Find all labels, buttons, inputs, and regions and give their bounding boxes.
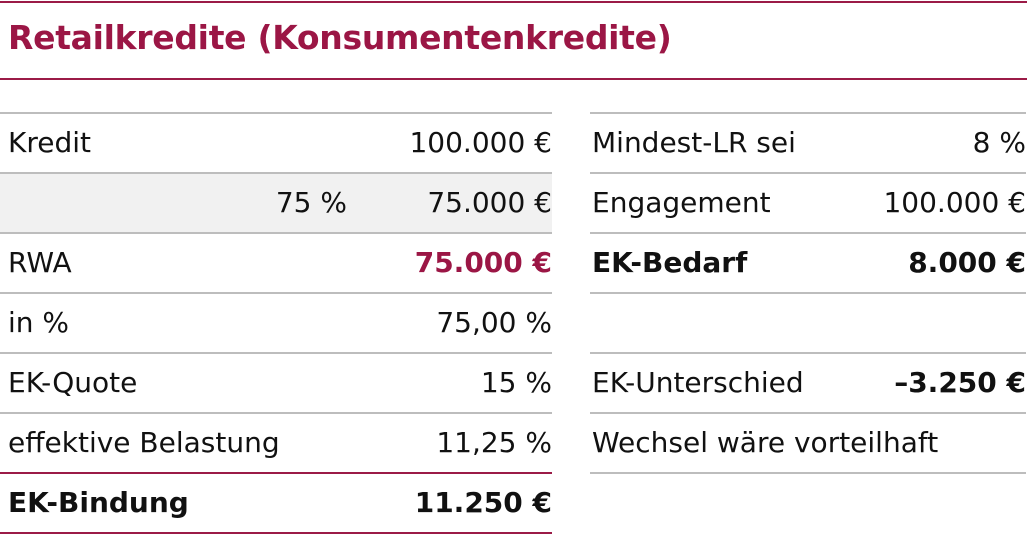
row-label: EK-Bindung [8, 486, 189, 519]
row-label: Wechsel wäre vorteilhaft [592, 426, 939, 459]
row-value: 75.000 € [427, 186, 552, 219]
left-table: Kredit 100.000 € 75 % 75.000 € RWA 75.00… [0, 112, 552, 534]
table-row-empty [590, 292, 1026, 352]
row-label: Mindest-LR sei [592, 126, 796, 159]
row-value: 100.000 € [883, 186, 1026, 219]
table-row-ek-unterschied: EK-Unterschied –3.250 € [590, 352, 1026, 412]
row-label: Engagement [592, 186, 771, 219]
row-value: 8.000 € [908, 246, 1026, 279]
row-value: 11,25 % [436, 426, 552, 459]
right-table: Mindest-LR sei 8 % Engagement 100.000 € … [590, 112, 1026, 474]
row-value: 75,00 % [436, 306, 552, 339]
table-row-effektive-belastung: effektive Belastung 11,25 % [0, 412, 552, 472]
row-percent: 75 % [275, 186, 347, 219]
row-label: in % [8, 306, 70, 339]
row-value: 75.000 € [414, 246, 552, 279]
title-rule [0, 78, 1027, 80]
table-row-rwa: RWA 75.000 € [0, 232, 552, 292]
table-row-wechsel: Wechsel wäre vorteilhaft [590, 412, 1026, 474]
row-label: EK-Unterschied [592, 366, 804, 399]
row-label: EK-Bedarf [592, 246, 748, 279]
row-label: Kredit [8, 126, 92, 159]
top-rule [0, 1, 1027, 3]
row-label: effektive Belastung [8, 426, 280, 459]
row-label: EK-Quote [8, 366, 138, 399]
table-row-engagement: Engagement 100.000 € [590, 172, 1026, 232]
table-row-ek-bindung: EK-Bindung 11.250 € [0, 472, 552, 534]
row-value: 8 % [972, 126, 1026, 159]
row-value: 11.250 € [414, 486, 552, 519]
table-row-weighting: 75 % 75.000 € [0, 172, 552, 232]
table-row-ek-bedarf: EK-Bedarf 8.000 € [590, 232, 1026, 292]
page-title: Retailkredite (Konsumentenkredite) [8, 18, 672, 57]
row-label: RWA [8, 246, 72, 279]
row-value: 15 % [480, 366, 552, 399]
row-value: 100.000 € [409, 126, 552, 159]
table-row-ek-quote: EK-Quote 15 % [0, 352, 552, 412]
table-row-kredit: Kredit 100.000 € [0, 112, 552, 172]
table-row-in-percent: in % 75,00 % [0, 292, 552, 352]
row-value: –3.250 € [894, 366, 1026, 399]
table-row-mindest-lr: Mindest-LR sei 8 % [590, 112, 1026, 172]
